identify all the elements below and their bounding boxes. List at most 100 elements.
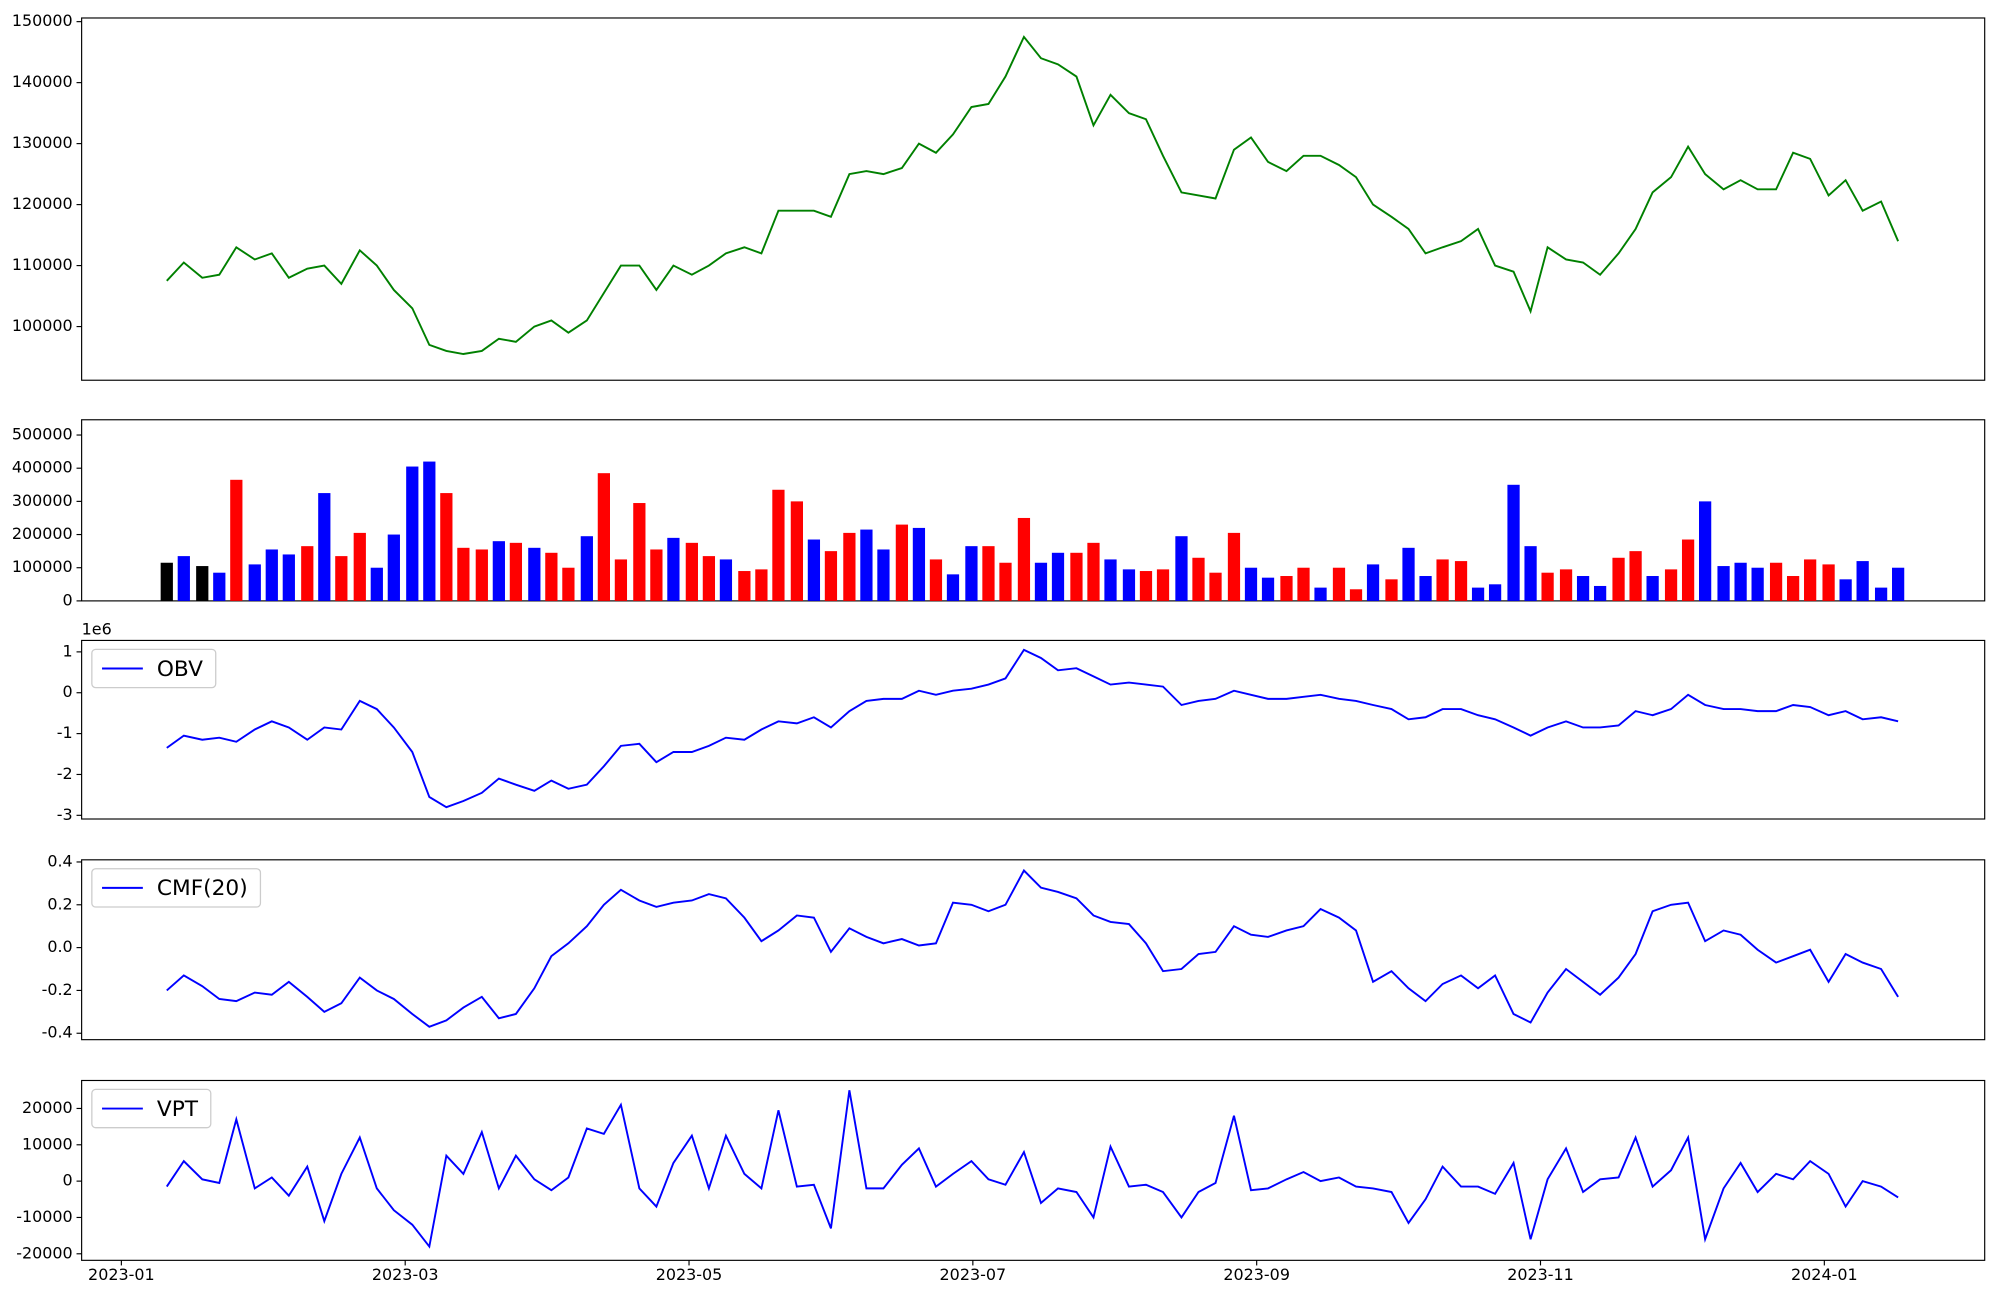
x-tick-label: 2023-09	[1223, 1265, 1290, 1284]
volume-bar	[1104, 559, 1117, 601]
volume-bar	[1261, 577, 1275, 601]
volume-bar	[1507, 484, 1520, 601]
plot-frame	[81, 419, 1986, 602]
volume-bar	[1769, 562, 1783, 601]
volume-bar	[1717, 566, 1730, 601]
legend-box	[91, 868, 262, 908]
volume-bar	[1419, 576, 1432, 601]
volume-bar	[1087, 542, 1100, 601]
volume-bar	[423, 461, 436, 601]
volume-bar	[633, 503, 646, 601]
volume-bar	[562, 567, 575, 601]
y-tick-label: 0	[63, 590, 73, 609]
volume-bar	[1122, 569, 1136, 601]
volume-bar	[528, 547, 541, 601]
series-line	[166, 868, 1899, 1028]
series-line	[166, 35, 1900, 355]
y-tick-label: 1	[63, 641, 73, 660]
y-tick-label: -3	[57, 805, 73, 824]
volume-bar	[1488, 584, 1502, 601]
volume-bar	[685, 542, 698, 601]
y-tick-label: 130000	[12, 133, 73, 152]
y-tick-label: 0	[63, 1171, 73, 1190]
x-tick-label: 2023-03	[372, 1265, 439, 1284]
volume-bar	[1280, 576, 1293, 601]
volume-bar	[196, 566, 209, 601]
volume-bar	[1436, 559, 1449, 601]
volume-bar	[1822, 564, 1835, 601]
y-tick-label: 0.0	[47, 937, 72, 956]
volume-bar	[1839, 579, 1852, 601]
volume-bar	[387, 534, 400, 601]
volume-bar	[440, 493, 453, 601]
y-tick-label: -1	[57, 723, 73, 742]
legend-box	[91, 648, 217, 689]
plot-frame	[81, 1079, 1986, 1261]
y-tick-label: -0.2	[42, 980, 73, 999]
volume-bar	[1244, 567, 1258, 601]
volume-bar	[1314, 587, 1327, 601]
volume-bar	[248, 564, 261, 601]
y-tick-label: -2	[57, 764, 73, 783]
volume-bar	[702, 556, 716, 601]
volume-bar	[614, 559, 628, 601]
volume-bar	[807, 539, 821, 601]
volume-bar	[160, 562, 173, 601]
volume-bar	[999, 562, 1012, 601]
volume-bar	[843, 532, 856, 601]
y-tick-label: 500000	[12, 425, 73, 444]
volume-bar	[929, 559, 943, 601]
volume-bar	[1471, 587, 1485, 601]
volume-bar	[282, 554, 295, 601]
y-tick-label: 10000	[22, 1134, 73, 1153]
plot-frame	[81, 859, 1986, 1041]
plot-frame	[81, 17, 1986, 381]
y-tick-label: 100000	[12, 316, 73, 335]
offset-text: 1e6	[82, 620, 112, 639]
volume-bar	[597, 473, 610, 601]
panel: -3 -2 -1 0 1 1e6 OBV	[57, 620, 1986, 824]
legend-label: CMF(20)	[157, 876, 248, 901]
y-tick-label: -20000	[16, 1243, 72, 1262]
y-tick-label: 150000	[12, 11, 73, 30]
volume-bar	[1892, 567, 1905, 601]
volume-bar	[580, 536, 593, 601]
volume-bar	[1139, 571, 1153, 601]
y-tick-label: 100000	[12, 557, 73, 576]
volume-bar	[982, 546, 995, 601]
y-tick-label: 0	[63, 682, 73, 701]
volume-bar	[1454, 561, 1468, 601]
volume-bar	[1664, 569, 1678, 601]
y-tick-label: 0.4	[47, 851, 72, 870]
volume-bar	[318, 493, 331, 601]
panel: 100000 110000 120000 130000 140000 150000	[12, 11, 1986, 381]
volume-bar	[370, 567, 383, 601]
volume-bar	[772, 489, 785, 601]
y-tick-label: 400000	[12, 458, 73, 477]
volume-bar	[650, 549, 663, 601]
volume-bar	[1070, 552, 1083, 601]
volume-bar	[1209, 572, 1222, 601]
volume-bar	[335, 556, 348, 601]
panel: -0.4 -0.2 0.0 0.2 0.4 CMF(20)	[42, 851, 1986, 1042]
volume-bar	[1593, 585, 1607, 601]
volume-bar	[1612, 557, 1625, 601]
panel: -20000 -10000 0 10000 20000 VPT 2023-01 2023-03…	[16, 1079, 1986, 1284]
volume-bar	[1681, 539, 1695, 601]
volume-bar	[946, 574, 960, 601]
y-tick-label: 200000	[12, 524, 73, 543]
volume-bar	[1699, 501, 1712, 601]
volume-bar	[1646, 576, 1659, 601]
volume-bar	[457, 547, 470, 601]
legend: VPT	[91, 1088, 212, 1129]
panel: 0 100000 200000 300000 400000 500000	[12, 419, 1986, 609]
volume-bar	[895, 524, 909, 601]
volume-bar	[1734, 562, 1747, 601]
volume-bar	[1192, 557, 1205, 601]
x-tick-label: 2023-01	[88, 1265, 155, 1284]
y-tick-label: 110000	[12, 255, 73, 274]
legend: OBV	[91, 648, 217, 689]
volume-bar	[177, 556, 190, 601]
y-tick-label: -10000	[16, 1207, 72, 1226]
